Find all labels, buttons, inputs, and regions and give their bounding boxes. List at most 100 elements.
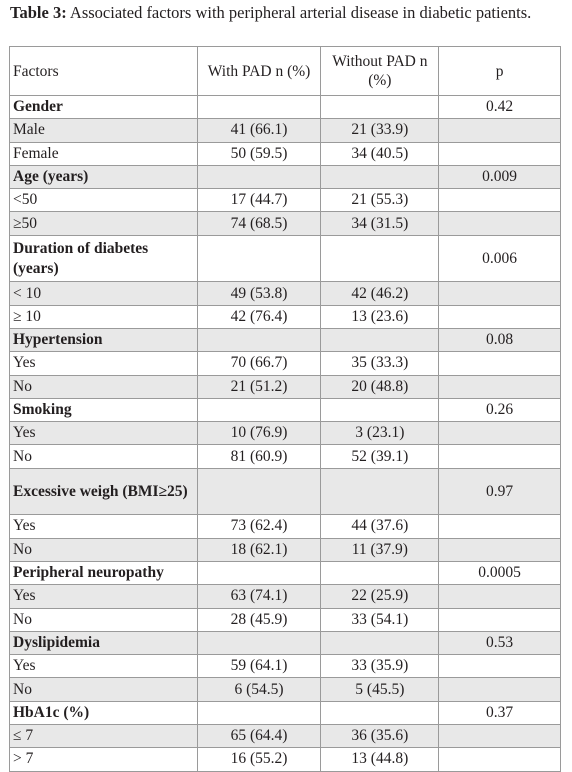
table-category-row: Duration of diabetes (years) 0.006 — [9, 234, 561, 283]
with-pad-cell — [196, 560, 322, 586]
factor-label-cell: Yes — [9, 654, 198, 679]
without-pad-cell: 33 (35.9) — [320, 654, 440, 679]
with-pad-cell — [196, 234, 322, 283]
with-pad-cell: 73 (62.4) — [196, 514, 322, 539]
with-pad-cell: 50 (59.5) — [196, 141, 322, 166]
p-value-cell — [438, 374, 561, 399]
factor-label-cell: No — [9, 677, 198, 702]
without-pad-cell: 22 (25.9) — [320, 584, 440, 609]
p-value-cell — [438, 747, 561, 772]
table-row: > 7 16 (55.2) 13 (44.8) — [9, 747, 561, 772]
p-value-cell: 0.42 — [438, 94, 561, 120]
table-row: ≥ 10 42 (76.4) 13 (23.6) — [9, 304, 561, 329]
header-p-value: p — [438, 46, 561, 96]
with-pad-cell: 74 (68.5) — [196, 211, 322, 236]
table-category-row: Dyslipidemia 0.53 — [9, 630, 561, 656]
factor-label-cell: ≥50 — [9, 211, 198, 236]
factor-category-cell: Peripheral neuropathy — [9, 560, 198, 586]
with-pad-cell: 41 (66.1) — [196, 118, 322, 143]
p-value-cell — [438, 444, 561, 469]
without-pad-cell — [320, 630, 440, 656]
p-value-cell — [438, 537, 561, 562]
factor-category-cell: Age (years) — [9, 164, 198, 190]
p-value-cell — [438, 607, 561, 632]
with-pad-cell: 6 (54.5) — [196, 677, 322, 702]
factor-label-cell: Yes — [9, 421, 198, 446]
factor-category-cell: Smoking — [9, 397, 198, 423]
without-pad-cell: 21 (33.9) — [320, 118, 440, 143]
with-pad-cell — [196, 164, 322, 190]
table-row: Yes 10 (76.9) 3 (23.1) — [9, 421, 561, 446]
with-pad-cell: 49 (53.8) — [196, 281, 322, 306]
without-pad-cell — [320, 397, 440, 423]
p-value-cell: 0.006 — [438, 234, 561, 283]
p-value-cell — [438, 188, 561, 213]
p-value-cell: 0.53 — [438, 630, 561, 656]
without-pad-cell — [320, 467, 440, 516]
table-row: No 18 (62.1) 11 (37.9) — [9, 537, 561, 562]
factor-label-cell: ≤ 7 — [9, 724, 198, 749]
table-row: <50 17 (44.7) 21 (55.3) — [9, 188, 561, 213]
with-pad-cell: 10 (76.9) — [196, 421, 322, 446]
table-row: No 21 (51.2) 20 (48.8) — [9, 374, 561, 399]
factor-label-cell: No — [9, 444, 198, 469]
table-row: No 28 (45.9) 33 (54.1) — [9, 607, 561, 632]
without-pad-cell: 35 (33.3) — [320, 351, 440, 376]
factor-label-cell: Yes — [9, 514, 198, 539]
table-category-row: HbA1c (%) 0.37 — [9, 700, 561, 726]
table-row: Female 50 (59.5) 34 (40.5) — [9, 141, 561, 166]
table-row: Yes 63 (74.1) 22 (25.9) — [9, 584, 561, 609]
with-pad-cell — [196, 467, 322, 516]
factor-label-cell: No — [9, 607, 198, 632]
factor-label-cell: > 7 — [9, 747, 198, 772]
with-pad-cell: 18 (62.1) — [196, 537, 322, 562]
factor-category-cell: Duration of diabetes (years) — [9, 234, 198, 283]
table-category-row: Hypertension 0.08 — [9, 327, 561, 353]
table-caption-text: Associated factors with peripheral arter… — [66, 3, 532, 22]
factor-label-cell: <50 — [9, 188, 198, 213]
without-pad-cell — [320, 700, 440, 726]
with-pad-cell: 21 (51.2) — [196, 374, 322, 399]
factor-label-cell: Yes — [9, 351, 198, 376]
without-pad-cell — [320, 234, 440, 283]
factor-label-cell: Male — [9, 118, 198, 143]
table-row: Yes 73 (62.4) 44 (37.6) — [9, 514, 561, 539]
without-pad-cell: 5 (45.5) — [320, 677, 440, 702]
with-pad-cell: 65 (64.4) — [196, 724, 322, 749]
table-caption: Table 3: Associated factors with periphe… — [10, 2, 566, 23]
p-value-cell: 0.26 — [438, 397, 561, 423]
p-value-cell — [438, 584, 561, 609]
p-value-cell — [438, 141, 561, 166]
table-category-row: Smoking 0.26 — [9, 397, 561, 423]
p-value-cell — [438, 118, 561, 143]
table-category-row: Gender 0.42 — [9, 94, 561, 120]
table-row: ≥50 74 (68.5) 34 (31.5) — [9, 211, 561, 236]
factor-label-cell: Yes — [9, 584, 198, 609]
factor-label-cell: ≥ 10 — [9, 304, 198, 329]
p-value-cell — [438, 281, 561, 306]
table-category-row: Age (years) 0.009 — [9, 164, 561, 190]
without-pad-cell — [320, 164, 440, 190]
factor-label-cell: Female — [9, 141, 198, 166]
without-pad-cell — [320, 327, 440, 353]
table-category-row: Peripheral neuropathy 0.0005 — [9, 560, 561, 586]
header-with-pad: With PAD n (%) — [196, 46, 322, 96]
table-row: Male 41 (66.1) 21 (33.9) — [9, 118, 561, 143]
with-pad-cell — [196, 327, 322, 353]
p-value-cell: 0.37 — [438, 700, 561, 726]
with-pad-cell: 42 (76.4) — [196, 304, 322, 329]
without-pad-cell — [320, 560, 440, 586]
with-pad-cell: 16 (55.2) — [196, 747, 322, 772]
without-pad-cell: 13 (23.6) — [320, 304, 440, 329]
with-pad-cell: 17 (44.7) — [196, 188, 322, 213]
table-caption-label: Table 3: — [10, 3, 67, 22]
table-header-row: Factors With PAD n (%) Without PAD n (%)… — [9, 46, 561, 96]
with-pad-cell — [196, 700, 322, 726]
p-value-cell: 0.009 — [438, 164, 561, 190]
factor-category-cell: Excessive weigh (BMI≥25) — [9, 467, 198, 516]
without-pad-cell: 33 (54.1) — [320, 607, 440, 632]
p-value-cell — [438, 304, 561, 329]
with-pad-cell: 81 (60.9) — [196, 444, 322, 469]
without-pad-cell: 20 (48.8) — [320, 374, 440, 399]
header-without-pad: Without PAD n (%) — [320, 46, 440, 96]
